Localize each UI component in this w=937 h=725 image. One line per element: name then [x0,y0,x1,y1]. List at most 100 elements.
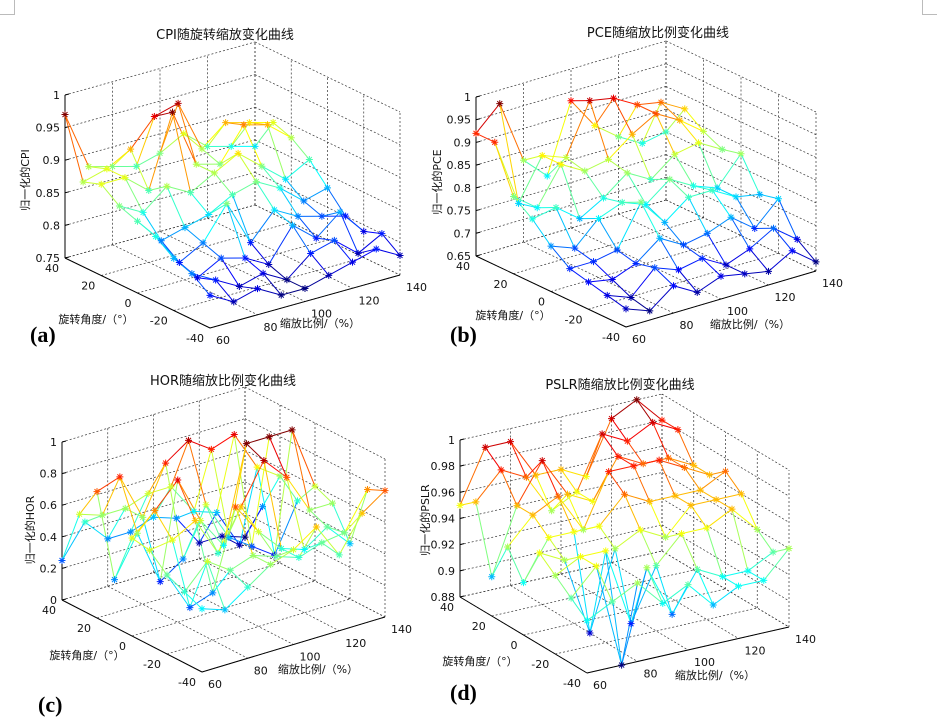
data-point-marker [132,162,140,170]
mesh-edge [598,218,618,251]
zoom-tick-label: 100 [727,305,748,318]
mesh-edge [690,505,708,529]
mesh-edge [582,471,610,530]
mesh-edge [747,551,774,572]
data-point-marker [652,110,660,118]
data-point-marker [396,251,404,259]
data-point-marker [221,606,229,614]
data-point-marker [703,524,711,532]
data-point-marker [234,149,242,157]
data-point-marker [652,562,660,570]
zoom-axis-label-a: 缩放比例/（%） [279,317,361,330]
mesh-edge [170,440,189,487]
mesh-edge [532,514,550,538]
mesh-edge [681,527,707,535]
data-point-marker [197,517,205,525]
grid-line [475,199,667,257]
mesh-edge [202,242,222,259]
mesh-edge [213,172,233,196]
mesh-edge [650,153,676,180]
data-point-marker [329,499,336,507]
z-tick [475,209,481,212]
data-point-marker [567,97,575,105]
data-point-marker [615,133,622,141]
mesh-edge [321,532,345,544]
mesh-edge [119,205,138,222]
grid-line [661,446,790,523]
mesh-edge [586,601,613,622]
mesh-edge [595,566,623,666]
mesh-edge [84,521,109,540]
grid-line [665,40,817,113]
mesh-edge [233,288,258,303]
mesh-edge [201,148,221,165]
data-point-marker [58,557,66,564]
data-point-marker [180,130,188,138]
mesh-edge [309,502,333,511]
mesh-edge [560,164,581,219]
mesh-edge [712,189,737,198]
data-point-marker [109,163,116,171]
zoom-tick-label: 140 [406,281,427,294]
mesh-edge [510,441,537,476]
zoom-tick-label: 120 [359,294,380,307]
mesh-edge [627,421,653,442]
grid-line [560,573,689,651]
mesh-edge [272,122,292,139]
mesh-edge [210,449,230,538]
data-point-marker [218,532,226,540]
mesh-edge [715,499,733,510]
z-tick [459,490,465,493]
data-point-marker [538,457,546,465]
zoom-axis [209,274,401,329]
z-axis-label-b: 归一化的PCE [431,149,444,215]
mesh-edge [339,211,359,254]
mesh-edge [262,272,282,296]
rotation-tick-label: -40 [178,676,196,689]
data-point-marker [614,452,622,460]
mesh-edge [722,576,739,587]
data-point-marker [244,583,252,591]
grid-line [137,239,328,294]
mesh-edge [584,170,604,199]
crop-mark-top-right [922,0,937,15]
data-point-marker [324,184,331,192]
mesh-edge [130,493,149,533]
mesh-edge [608,133,633,160]
rotation-axis-label-c: 旋转角度/（°） [49,649,125,662]
mesh-edge [212,569,231,594]
data-point-marker [573,488,581,496]
z-tick [459,438,465,441]
mesh-edge [200,520,219,554]
mesh-edge [631,113,657,135]
mesh-edge [267,124,292,139]
mesh-edge [661,419,679,431]
data-point-marker [240,121,248,129]
data-point-marker [378,230,386,238]
mesh-edge [270,549,294,565]
grid-line [159,231,306,302]
mesh-edge [205,504,230,538]
grid-line [254,41,401,113]
data-point-marker [174,476,182,484]
data-point-marker [307,250,315,258]
mesh-edge [275,556,299,559]
mesh-edge [756,529,774,553]
mesh-edge [763,548,790,581]
mesh-edge [484,447,502,471]
data-point-marker [605,155,612,163]
mesh-edge [569,268,589,283]
data-point-marker [548,507,556,515]
data-point-marker [598,430,606,438]
mesh-edge [177,479,202,521]
mesh-edge [184,214,209,229]
mesh-edge [595,565,613,603]
data-point-marker [144,490,152,498]
data-point-marker [305,156,313,164]
data-point-marker [634,579,641,587]
mesh-edge [263,460,288,478]
mesh-edge [130,516,154,533]
mesh-edge [532,207,557,220]
mesh-edge [153,516,177,519]
z-axis-label-a: 归一化的CPI [19,149,32,211]
